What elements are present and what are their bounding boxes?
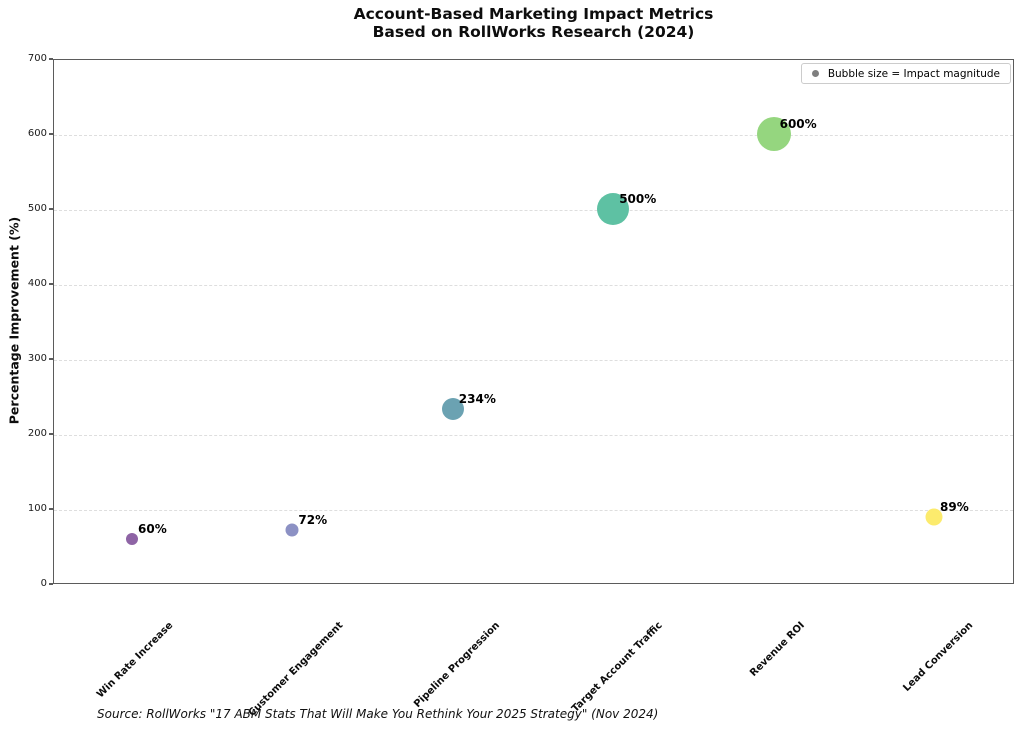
data-bubble (925, 508, 943, 526)
y-tick-label: 300 (27, 353, 47, 364)
x-tick-label: Customer Engagement (246, 620, 346, 719)
y-tick-label: 200 (27, 428, 47, 439)
plot-area (53, 59, 1014, 584)
y-tick-label: 0 (40, 578, 47, 589)
bubble-value-label: 89% (940, 500, 969, 515)
y-tick-label: 400 (27, 278, 47, 289)
y-tick-mark (49, 433, 53, 435)
bubble-value-label: 234% (458, 391, 496, 406)
legend: Bubble size = Impact magnitude (800, 63, 1011, 84)
x-tick-label: Target Account Traffic (569, 620, 665, 715)
bubble-value-label: 72% (298, 513, 328, 527)
gridline (54, 435, 1013, 436)
bubble-value-label: 600% (779, 117, 817, 131)
data-bubble (126, 533, 138, 545)
y-tick-label: 600 (27, 128, 47, 139)
source-note: Source: RollWorks "17 ABM Stats That Wil… (97, 707, 659, 721)
chart-title-line2: Based on RollWorks Research (2024) (372, 23, 695, 41)
gridline (54, 285, 1013, 286)
gridline (54, 510, 1013, 511)
gridline (54, 360, 1013, 361)
y-tick-mark (49, 283, 53, 285)
bubble-value-label: 500% (619, 192, 657, 206)
gridline (54, 135, 1013, 136)
gridline (54, 210, 1013, 211)
y-tick-label: 700 (27, 53, 47, 64)
x-tick-label: Lead Conversion (901, 620, 976, 694)
y-tick-mark (49, 133, 53, 135)
y-tick-label: 500 (27, 203, 47, 214)
y-tick-mark (49, 583, 53, 585)
y-tick-mark (49, 358, 53, 360)
bubble-value-label: 60% (138, 522, 167, 536)
data-bubble (597, 193, 630, 225)
y-tick-mark (49, 508, 53, 510)
x-tick-label: Pipeline Progression (411, 620, 502, 710)
data-bubble (285, 523, 299, 537)
legend-marker-icon (811, 70, 819, 77)
x-tick-label: Win Rate Increase (95, 620, 176, 701)
y-tick-label: 100 (27, 503, 47, 514)
chart-title-line1: Account-Based Marketing Impact Metrics (353, 5, 714, 23)
x-tick-label: Revenue ROI (748, 620, 808, 679)
data-bubble (441, 397, 464, 420)
data-bubble (756, 117, 791, 151)
y-tick-mark (49, 58, 53, 60)
chart-title: Account-Based Marketing Impact Metrics B… (53, 5, 1014, 41)
legend-label: Bubble size = Impact magnitude (827, 67, 1000, 80)
y-tick-mark (49, 208, 53, 210)
